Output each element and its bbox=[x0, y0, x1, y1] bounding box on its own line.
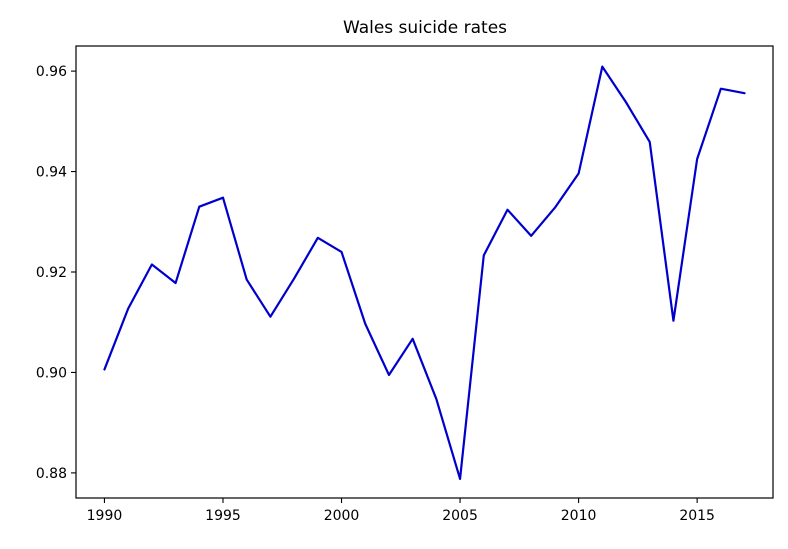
series-line bbox=[103, 65, 746, 481]
x-tick-label: 2010 bbox=[561, 508, 597, 524]
chart-title: Wales suicide rates bbox=[343, 18, 507, 38]
y-tick-label: 0.90 bbox=[36, 365, 67, 381]
x-tick-label: 2005 bbox=[442, 508, 478, 524]
x-tick-label: 2000 bbox=[324, 508, 360, 524]
x-tick-label: 1990 bbox=[87, 508, 123, 524]
y-tick-label: 0.92 bbox=[36, 265, 67, 281]
y-tick-label: 0.96 bbox=[36, 64, 67, 80]
y-tick-label: 0.88 bbox=[36, 466, 67, 482]
y-tick-label: 0.94 bbox=[36, 165, 67, 181]
plot-area-frame bbox=[75, 45, 774, 499]
x-axis: 1990 1995 2000 2005 2010 2015 bbox=[87, 498, 715, 524]
x-tick-label: 1995 bbox=[205, 508, 241, 524]
y-axis: 0.88 0.90 0.92 0.94 0.96 bbox=[36, 64, 76, 482]
x-tick-label: 2015 bbox=[679, 508, 715, 524]
series-layer bbox=[103, 65, 746, 481]
